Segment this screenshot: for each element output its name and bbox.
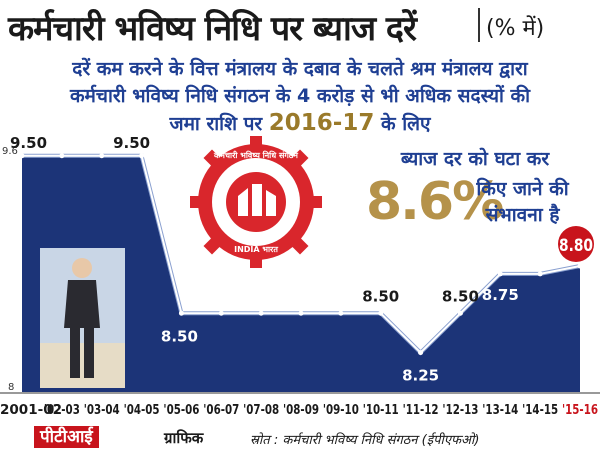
description-line-5: किए जाने की (476, 178, 569, 200)
x-tick-label: '09-10 (323, 403, 359, 418)
description-line-3-pre: जमा राशि पर (169, 113, 269, 135)
y-tick-label: 9.6 (2, 146, 18, 157)
x-tick-label: '10-11 (363, 403, 399, 418)
title-bar: कर्मचारी भविष्य निधि पर ब्याज दरें (% मे… (0, 0, 600, 54)
y-tick-label: 8 (8, 382, 14, 393)
emblem-text-top: कर्मचारी भविष्य निधि संगठन (213, 150, 298, 160)
x-tick-label: '13-14 (482, 403, 518, 418)
data-point (139, 153, 145, 159)
description-line-2: कर्मचारी भविष्य निधि संगठन के 4 करोड़ से… (69, 85, 531, 107)
data-point (99, 153, 105, 159)
description-line-3-post: के लिए (374, 113, 431, 135)
data-label: 8.50 (161, 327, 198, 345)
data-point (298, 310, 304, 316)
description-block: दरें कम करने के वित्त मंत्रालय के दबाव क… (0, 56, 600, 138)
epfo-emblem: कर्मचारी भविष्य निधि संगठन INDIA भारत (190, 136, 322, 268)
x-tick-label: '12-13 (442, 403, 478, 418)
x-tick-label: '15-16 (562, 403, 598, 418)
data-label: 9.50 (10, 134, 47, 152)
data-point (19, 153, 25, 159)
data-label: 9.50 (113, 134, 150, 152)
x-tick-label: '11-12 (403, 403, 439, 418)
highlight-badge (558, 226, 594, 262)
x-tick-label: '08-09 (283, 403, 319, 418)
x-tick-label: '14-15 (522, 403, 558, 418)
x-tick-label: '05-06 (163, 403, 199, 418)
unit-label: (% में) (486, 16, 545, 41)
x-tick-label: 2001-02 (0, 403, 62, 418)
emblem-text-bottom: INDIA भारत (234, 245, 278, 254)
data-point (418, 350, 424, 356)
x-tick-label: '02-03 (44, 403, 80, 418)
data-point (258, 310, 264, 316)
data-point (378, 310, 384, 316)
data-point (497, 271, 503, 277)
description-line-1: दरें कम करने के वित्त मंत्रालय के दबाव क… (72, 58, 528, 80)
data-point (59, 153, 65, 159)
x-tick-label: '04-05 (124, 403, 160, 418)
data-label: 8.75 (482, 286, 519, 304)
x-tick-label: '03-04 (84, 403, 120, 418)
data-label: 8.25 (402, 367, 439, 385)
description-line-5-6: किए जाने की संभावना है (455, 176, 590, 228)
description-line-6: संभावना है (485, 204, 560, 226)
data-label: 8.50 (442, 287, 479, 305)
data-point (457, 310, 463, 316)
description-line-3: जमा राशि पर 2016-17 के लिए (0, 110, 600, 138)
data-point (178, 310, 184, 316)
credit-badge: पीटीआई (34, 426, 99, 448)
data-label: 8.80 (559, 236, 593, 256)
year-highlight: 2016-17 (268, 110, 375, 136)
source-note: स्रोत : कर्मचारी भविष्य निधि संगठन (ईपीए… (250, 433, 480, 448)
data-point (577, 263, 583, 269)
page-title: कर्मचारी भविष्य निधि पर ब्याज दरें (8, 9, 417, 49)
title-separator (478, 8, 480, 42)
man-photo (40, 248, 125, 388)
x-tick-label: '07-08 (243, 403, 279, 418)
description-line-4: ब्याज दर को घटा कर (400, 148, 550, 170)
data-point (537, 271, 543, 277)
credit-suffix: ग्राफिक (164, 429, 204, 447)
proposed-rate: 8.6% (366, 172, 504, 232)
data-point (338, 310, 344, 316)
data-label: 8.50 (362, 287, 399, 305)
gear-icon (190, 136, 322, 268)
x-tick-label: '06-07 (203, 403, 239, 418)
data-point (218, 310, 224, 316)
